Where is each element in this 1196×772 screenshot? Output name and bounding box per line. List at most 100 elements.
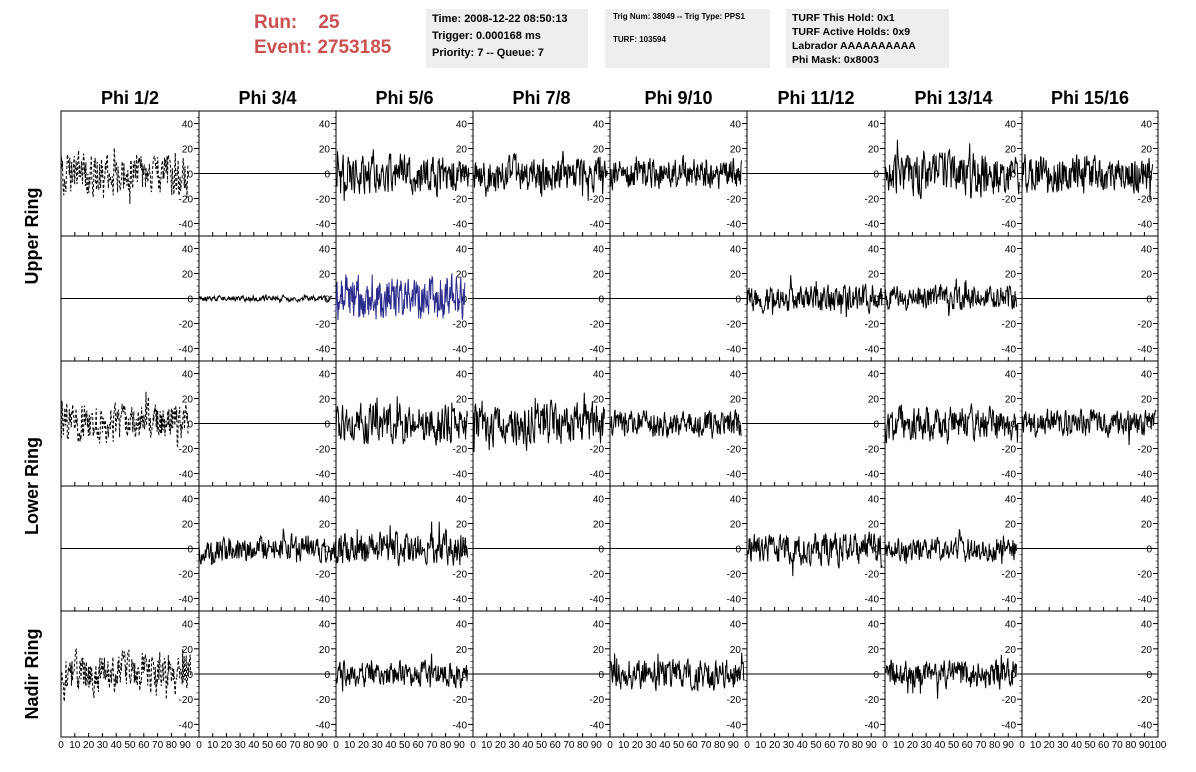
x-tick-label: 40	[934, 740, 946, 751]
x-tick-label: 50	[262, 740, 274, 751]
y-tick-label: 20	[1141, 270, 1153, 281]
y-tick-label: 20	[182, 645, 194, 656]
x-tick-label: 10	[481, 740, 493, 751]
x-tick-label: 30	[97, 740, 109, 751]
y-tick-label: 0	[873, 295, 879, 306]
x-tick-label: 10	[618, 740, 630, 751]
y-tick-label: -20	[1138, 570, 1153, 581]
x-tick-label: 40	[248, 740, 260, 751]
y-tick-label: 0	[324, 670, 330, 681]
x-tick-label: 40	[1071, 740, 1083, 751]
waveform-trace	[60, 147, 189, 205]
y-tick-label: -40	[316, 220, 331, 231]
run-row: Run: 25	[254, 10, 391, 35]
y-tick-label: 20	[1141, 395, 1153, 406]
y-tick-label: 40	[868, 620, 880, 631]
y-tick-label: -40	[1002, 470, 1017, 481]
column-title: Phi 7/8	[512, 88, 570, 108]
x-tick-label: 60	[824, 740, 836, 751]
y-tick-label: 0	[735, 295, 741, 306]
turf-text: TURF: 103594	[613, 35, 666, 44]
time-info-box: Time: 2008-12-22 08:50:13 Trigger: 0.000…	[426, 9, 588, 68]
y-tick-label: 40	[1005, 495, 1017, 506]
y-tick-label: -20	[727, 445, 742, 456]
y-tick-label: 40	[593, 120, 605, 131]
y-tick-label: 40	[182, 370, 194, 381]
y-tick-label: -40	[1002, 220, 1017, 231]
y-tick-label: 20	[456, 520, 468, 531]
x-tick-label: 80	[989, 740, 1001, 751]
x-tick-label: 0	[470, 740, 476, 751]
y-tick-label: 0	[187, 545, 193, 556]
y-tick-label: -40	[453, 720, 468, 731]
y-tick-label: 40	[730, 120, 742, 131]
waveform-trace	[335, 396, 468, 446]
x-tick-label: 10	[207, 740, 219, 751]
waveform-trace	[884, 529, 1017, 565]
y-tick-label: 20	[319, 395, 331, 406]
priority-text: Priority: 7 -- Queue: 7	[432, 47, 544, 59]
y-tick-label: 20	[1141, 145, 1153, 156]
x-tick-label: 60	[1098, 740, 1110, 751]
y-tick-label: -20	[727, 695, 742, 706]
x-tick-label: 80	[714, 740, 726, 751]
waveform-trace	[472, 150, 608, 201]
y-tick-label: 20	[868, 270, 880, 281]
run-event-block: Run: 25 Event: 2753185	[254, 10, 391, 60]
x-tick-label: 60	[550, 740, 562, 751]
y-tick-label: 20	[593, 520, 605, 531]
y-tick-label: 0	[187, 670, 193, 681]
waveform-trace	[60, 648, 192, 703]
y-tick-label: 40	[319, 495, 331, 506]
turf-info-box: TURF This Hold: 0x1 TURF Active Holds: 0…	[786, 9, 949, 68]
waveform-trace	[609, 652, 745, 692]
time-text: Time: 2008-12-22 08:50:13	[432, 13, 568, 25]
event-value: 2753185	[317, 37, 392, 58]
y-tick-label: -40	[727, 470, 742, 481]
panel-frame	[609, 610, 748, 738]
y-tick-label: -40	[453, 595, 468, 606]
y-tick-label: -40	[1138, 470, 1153, 481]
x-tick-label: 50	[948, 740, 960, 751]
y-tick-label: -20	[179, 445, 194, 456]
x-tick-label: 20	[907, 740, 919, 751]
y-tick-label: 20	[1005, 270, 1017, 281]
row-label: Lower Ring	[22, 437, 42, 535]
waveform-trace	[335, 149, 470, 201]
y-tick-label: -40	[590, 470, 605, 481]
y-tick-label: 20	[730, 645, 742, 656]
x-tick-label: 30	[921, 740, 933, 751]
x-tick-label: 0	[744, 740, 750, 751]
y-tick-label: -20	[865, 320, 880, 331]
x-tick-label: 70	[975, 740, 987, 751]
y-tick-label: 40	[1005, 370, 1017, 381]
y-tick-label: 0	[1010, 670, 1016, 681]
y-tick-label: 20	[730, 270, 742, 281]
waveform-trace	[884, 139, 1020, 200]
y-tick-label: -20	[1138, 695, 1153, 706]
y-tick-label: 20	[182, 145, 194, 156]
y-tick-label: 20	[1005, 520, 1017, 531]
y-tick-label: 20	[868, 145, 880, 156]
x-tick-label: 0	[882, 740, 888, 751]
y-tick-label: 0	[324, 420, 330, 431]
x-tick-label: 50	[1084, 740, 1096, 751]
y-tick-label: -20	[1138, 320, 1153, 331]
x-tick-label: 30	[646, 740, 658, 751]
trig-num-text: Trig Num: 38049 -- Trig Type: PPS1	[613, 12, 745, 21]
y-tick-label: 20	[593, 145, 605, 156]
y-tick-label: -40	[316, 720, 331, 731]
waveform-trace	[746, 531, 883, 577]
y-tick-label: 40	[730, 495, 742, 506]
y-tick-label: -40	[1138, 720, 1153, 731]
y-tick-label: 40	[868, 245, 880, 256]
x-tick-label: 100	[1150, 740, 1167, 751]
y-tick-label: 0	[873, 420, 879, 431]
column-title: Phi 15/16	[1051, 88, 1129, 108]
y-tick-label: -20	[453, 445, 468, 456]
y-tick-label: 40	[182, 495, 194, 506]
x-tick-label: 70	[838, 740, 850, 751]
x-tick-label: 50	[810, 740, 822, 751]
x-tick-label: 10	[755, 740, 767, 751]
y-tick-label: 20	[730, 145, 742, 156]
